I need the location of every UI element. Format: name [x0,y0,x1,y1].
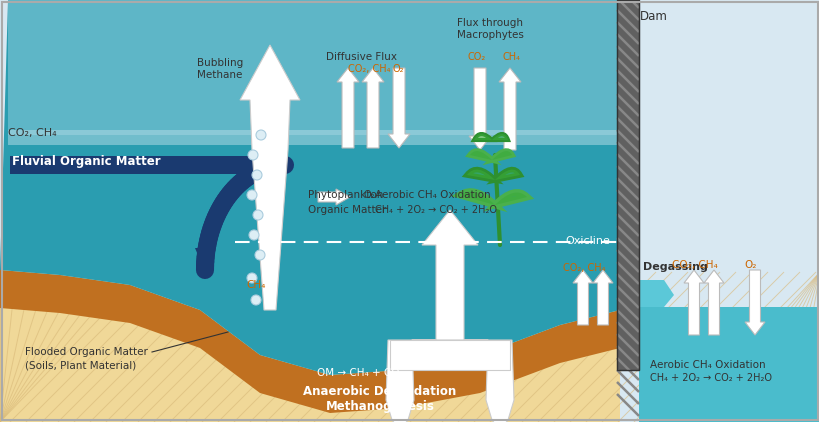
Circle shape [253,210,263,220]
Polygon shape [572,270,592,325]
Polygon shape [258,151,285,179]
Circle shape [247,190,256,200]
PathPatch shape [491,151,511,160]
Text: Oxicline: Oxicline [564,236,609,246]
Circle shape [247,150,258,160]
Circle shape [251,295,260,305]
Text: CO₂, CH₄: CO₂, CH₄ [563,263,604,273]
Text: Bubbling
Methane: Bubbling Methane [197,58,242,80]
Polygon shape [638,280,673,307]
Text: CO₂, CH₄: CO₂, CH₄ [672,260,717,270]
PathPatch shape [495,170,519,180]
Polygon shape [8,0,619,135]
Polygon shape [0,270,619,422]
Polygon shape [8,130,619,145]
Polygon shape [386,340,436,422]
Text: CO₂, CH₄: CO₂, CH₄ [347,64,390,74]
Text: CH₄ + 2O₂ → CO₂ + 2H₂O: CH₄ + 2O₂ → CO₂ + 2H₂O [374,205,496,215]
Text: O₂: O₂ [364,190,375,200]
Polygon shape [0,0,619,375]
PathPatch shape [469,151,491,160]
Bar [616,0,638,370]
Text: Aerobic CH₄ Oxidation: Aerobic CH₄ Oxidation [649,360,765,370]
Polygon shape [361,68,383,148]
Polygon shape [683,270,704,335]
Circle shape [255,250,265,260]
PathPatch shape [495,192,527,205]
Text: Degassing: Degassing [642,262,707,272]
Text: (Soils, Plant Material): (Soils, Plant Material) [25,360,136,370]
Polygon shape [318,189,350,205]
Text: OM → CH₄ + CO₂: OM → CH₄ + CO₂ [316,368,403,378]
Polygon shape [0,270,619,413]
Bar [10,156,258,174]
Polygon shape [592,270,613,325]
Text: Organic Matter: Organic Matter [308,205,386,215]
Text: Flooded Organic Matter: Flooded Organic Matter [25,347,147,357]
Polygon shape [422,210,477,340]
Circle shape [249,230,259,240]
Text: Diffusive Flux: Diffusive Flux [326,52,397,62]
Circle shape [247,273,256,283]
Text: CH₄ + 2O₂ → CO₂ + 2H₂O: CH₄ + 2O₂ → CO₂ + 2H₂O [649,373,771,383]
PathPatch shape [473,134,491,140]
Text: CO₂: CO₂ [468,52,486,62]
Polygon shape [704,270,723,335]
Polygon shape [468,68,491,150]
PathPatch shape [491,134,508,140]
Text: Dam: Dam [639,10,667,23]
Polygon shape [464,340,514,422]
Bar [616,0,638,370]
PathPatch shape [459,192,495,205]
Text: Flux through
Macrophytes: Flux through Macrophytes [456,18,523,40]
PathPatch shape [467,170,495,180]
Polygon shape [195,248,215,272]
Text: Fluvial Organic Matter: Fluvial Organic Matter [12,155,161,168]
Text: O₂: O₂ [392,64,404,74]
Text: Phytoplankton: Phytoplankton [308,190,383,200]
Text: Anaerobic Degradation
Methanogenesis: Anaerobic Degradation Methanogenesis [303,385,456,413]
Polygon shape [387,68,410,148]
Polygon shape [390,340,509,370]
Polygon shape [638,307,819,422]
Circle shape [256,130,265,140]
Polygon shape [240,45,300,310]
Circle shape [251,170,262,180]
Text: Aerobic CH₄ Oxidation: Aerobic CH₄ Oxidation [374,190,490,200]
Polygon shape [337,68,359,148]
Text: CO₂, CH₄: CO₂, CH₄ [8,128,57,138]
Text: O₂: O₂ [743,260,755,270]
Text: CH₄: CH₄ [502,52,520,62]
Text: CH₄: CH₄ [246,280,265,290]
Polygon shape [744,270,764,335]
Polygon shape [499,68,520,150]
